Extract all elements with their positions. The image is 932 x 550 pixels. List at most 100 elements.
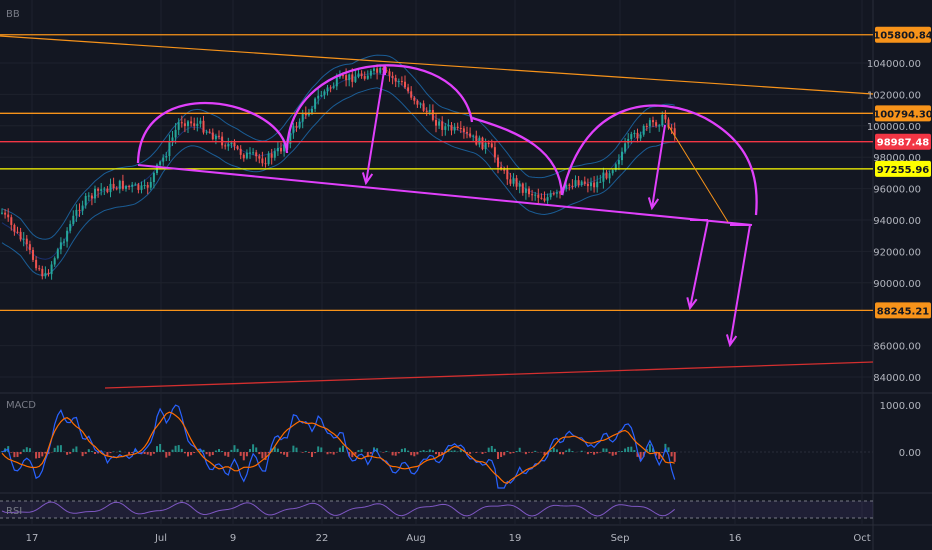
macd-histogram-bar xyxy=(174,445,177,452)
candle-body xyxy=(230,142,233,145)
macd-histogram-bar xyxy=(490,445,493,452)
macd-histogram-bar xyxy=(586,452,589,455)
candle-body xyxy=(90,195,93,199)
macd-histogram-bar xyxy=(627,446,630,452)
price-tick-label: 90000.00 xyxy=(873,279,921,290)
time-tick-label: Oct xyxy=(853,533,870,544)
macd-histogram-bar xyxy=(652,448,654,452)
macd-histogram-bar xyxy=(633,450,636,452)
macd-histogram-bar xyxy=(605,448,608,452)
candle-body xyxy=(515,178,518,187)
macd-histogram-bar xyxy=(280,452,282,454)
candle-body xyxy=(276,147,279,152)
candles xyxy=(1,64,676,280)
macd-histogram-bar xyxy=(475,452,478,453)
candle-body xyxy=(459,127,462,129)
macd-histogram-bar xyxy=(450,450,453,452)
macd-histogram-bar xyxy=(342,445,344,452)
price-tick-label: 98000.00 xyxy=(873,153,921,164)
macd-histogram-bar xyxy=(205,452,208,455)
candle-body xyxy=(559,192,561,194)
candle-body xyxy=(617,160,620,165)
candle-body xyxy=(565,184,568,189)
macd-histogram-bar xyxy=(348,452,351,457)
candle-body xyxy=(53,258,56,265)
candle-body xyxy=(289,132,292,144)
macd-histogram-bar xyxy=(149,452,152,456)
candle-body xyxy=(593,182,596,188)
candle-body xyxy=(224,145,227,147)
macd-histogram-bar xyxy=(221,451,224,452)
macd-histogram-bar xyxy=(56,445,59,452)
candle-body xyxy=(295,126,298,128)
candle-body xyxy=(103,188,106,190)
head-target-arrow-head xyxy=(361,172,374,186)
candle-body xyxy=(642,125,645,135)
candle-body xyxy=(664,114,667,120)
rsi-pane xyxy=(0,500,873,519)
candle-body xyxy=(146,185,149,188)
candle-body xyxy=(227,144,230,147)
candle-body xyxy=(78,209,81,211)
candle-body xyxy=(252,152,255,154)
macd-histogram-bar xyxy=(273,446,276,452)
candle-body xyxy=(69,224,72,231)
price-tick-label: 84000.00 xyxy=(873,373,921,384)
candle-body xyxy=(59,242,62,250)
candle-body xyxy=(100,189,103,191)
candle-body xyxy=(351,74,354,82)
macd-histogram-bar xyxy=(667,447,670,452)
candle-body xyxy=(171,137,174,141)
macd-histogram-bar xyxy=(239,452,242,456)
candle-body xyxy=(571,185,574,187)
candle-body xyxy=(283,144,286,152)
drawings xyxy=(0,35,874,389)
candle-body xyxy=(425,110,428,112)
macd-histogram-bar xyxy=(249,449,251,452)
macd-histogram-bar xyxy=(419,450,422,452)
candle-body xyxy=(264,163,267,165)
price-tag-label: 98987.48 xyxy=(877,138,930,149)
candle-body xyxy=(41,268,44,277)
macd-histogram-bar xyxy=(580,450,583,452)
candle-body xyxy=(645,125,648,127)
candle-body xyxy=(382,67,385,71)
candle-body xyxy=(208,131,211,133)
candle-body xyxy=(503,169,506,171)
macd-histogram-bar xyxy=(407,450,410,452)
candle-body xyxy=(652,120,654,123)
candle-body xyxy=(549,193,552,198)
candle-body xyxy=(416,100,419,105)
macd-histogram-bar xyxy=(497,452,499,459)
candle-body xyxy=(239,148,242,155)
macd-histogram-bar xyxy=(276,448,279,452)
macd-histogram-bar xyxy=(642,452,645,457)
candle-body xyxy=(4,212,7,215)
macd-histogram-bar xyxy=(295,447,298,452)
candle-body xyxy=(521,183,524,193)
candle-body xyxy=(218,135,220,137)
candle-body xyxy=(258,156,261,159)
candle-body xyxy=(472,135,475,137)
macd-histogram-bar xyxy=(84,452,87,454)
macd-histogram-bar xyxy=(559,452,561,455)
macd-histogram-bar xyxy=(307,452,310,453)
macd-histogram-bar xyxy=(264,452,267,460)
macd-histogram-bar xyxy=(332,452,335,455)
second-target-arrow xyxy=(729,224,751,346)
candle-body xyxy=(543,198,546,201)
candle-body xyxy=(621,151,623,161)
macd-histogram-bar xyxy=(199,449,202,452)
candle-body xyxy=(466,132,468,134)
candle-body xyxy=(245,152,248,159)
candle-body xyxy=(338,75,341,78)
price-tag-label: 88245.21 xyxy=(877,306,930,317)
time-tick-label: Aug xyxy=(406,533,426,544)
candle-body xyxy=(280,147,282,152)
candle-body xyxy=(72,215,75,225)
second-target-arrow-head xyxy=(725,334,738,348)
candle-body xyxy=(1,212,3,214)
macd-histogram-bar xyxy=(292,445,295,452)
candle-body xyxy=(335,77,338,87)
